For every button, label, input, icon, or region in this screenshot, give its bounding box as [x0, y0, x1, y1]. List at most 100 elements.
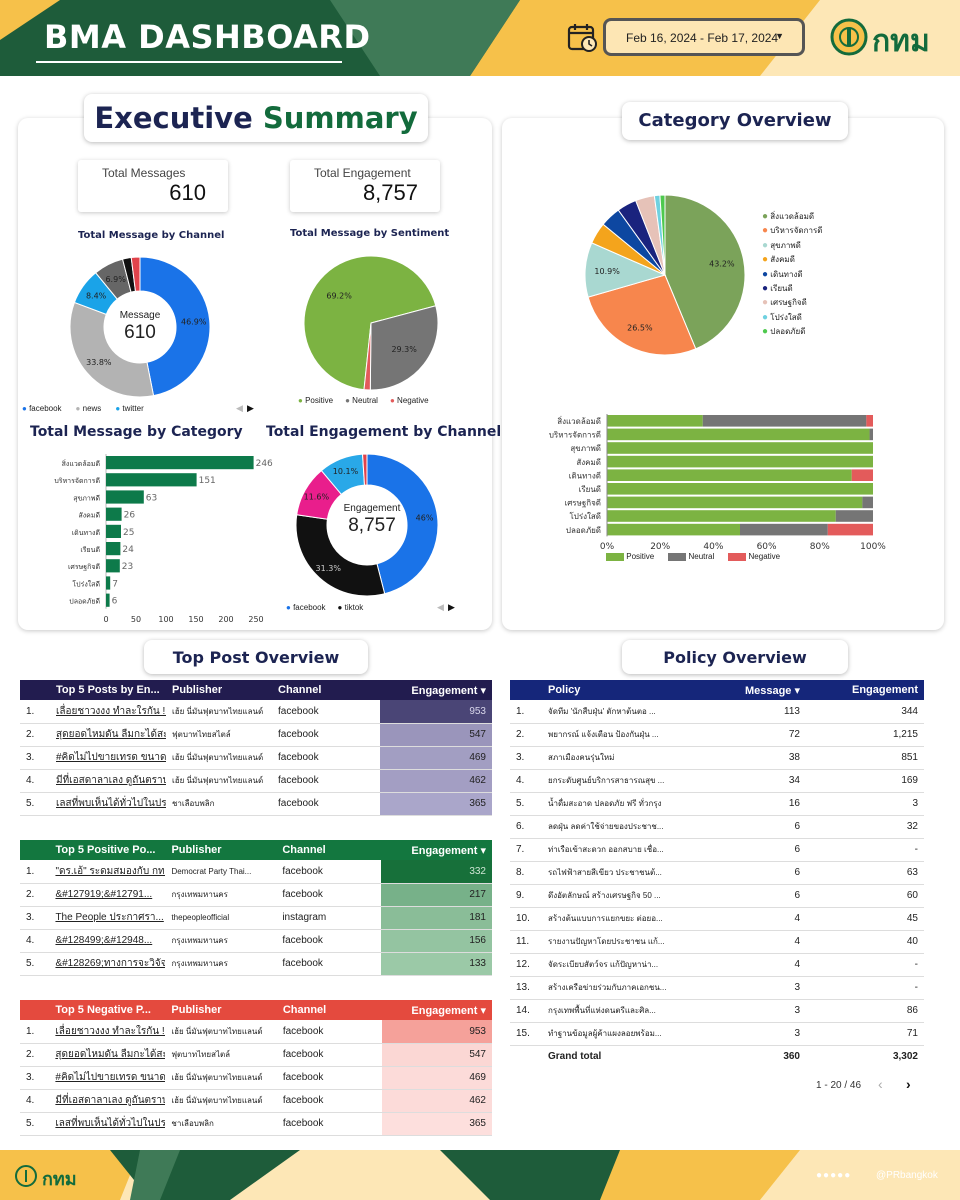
stacked-bar-segment[interactable]: [862, 496, 873, 509]
col-policy[interactable]: Policy: [548, 684, 581, 696]
table-row[interactable]: 14. กรุงเทพพื้นที่แห่งดนตรีและศิล... 3 86: [510, 999, 924, 1023]
table-row[interactable]: 10. สร้างต้นแบบการแยกขยะ ต่อยอ... 4 45: [510, 907, 924, 931]
pie-slice[interactable]: [303, 255, 437, 391]
col-message[interactable]: Message ▾: [744, 684, 800, 697]
stacked-bar-segment[interactable]: [607, 469, 852, 481]
policy-cell[interactable]: สร้างเครือข่ายร่วมกับภาคเอกชน...: [542, 976, 702, 1000]
policy-cell[interactable]: จัดทีม 'นักสืบฝุ่น' ตักหาต้นตอ ...: [542, 700, 702, 724]
policy-cell[interactable]: กรุงเทพพื้นที่แห่งดนตรีและศิล...: [542, 999, 702, 1023]
table-row[interactable]: 8. รถไฟฟ้าสายสีเขียว ประชาชนต้... 6 63: [510, 861, 924, 885]
post-link[interactable]: สุดยอดไหมดัน ลืมกะได้สะพ...: [50, 723, 166, 747]
legend-prev-icon[interactable]: ◀: [437, 602, 444, 612]
stacked-bar-segment[interactable]: [827, 523, 873, 536]
pie-slice[interactable]: [369, 305, 439, 391]
post-link[interactable]: สุดยอดไหมดัน ลืมกะได้สะ...: [49, 1043, 166, 1067]
table-row[interactable]: 2. &#127919;&#12791... กรุงเทพมหานคร facebo…: [20, 883, 492, 907]
stacked-bar-segment[interactable]: [607, 483, 873, 495]
pie-slice[interactable]: [664, 194, 746, 350]
col-channel[interactable]: Channel: [282, 1004, 327, 1016]
pie-slice[interactable]: [366, 453, 439, 595]
post-link[interactable]: The People ประกาศรา...: [49, 906, 166, 930]
policy-cell[interactable]: ลดฝุ่น ลดค่าใช้จ่ายของประชาช...: [542, 815, 702, 839]
date-range-picker[interactable]: Feb 16, 2024 - Feb 17, 2024 ▼: [603, 18, 805, 56]
pie-slice[interactable]: [362, 453, 368, 486]
stacked-bar-segment[interactable]: [869, 428, 873, 441]
post-link[interactable]: #คิดไม่ไปขายเทรด ขนาด...: [49, 1066, 166, 1090]
table-row[interactable]: 12. จัดระเบียบสัตว์จร แก้ปัญหาน่า... 4-: [510, 953, 924, 977]
table-row[interactable]: 11. รายงานปัญหาโดยประชาชน แก้... 4 40: [510, 930, 924, 954]
stacked-bar-segment[interactable]: [607, 510, 836, 522]
policy-cell[interactable]: รายงานปัญหาโดยประชาชน แก้...: [542, 930, 702, 954]
policy-cell[interactable]: ดึงอัตลักษณ์ สร้างเศรษฐกิจ 50 ...: [542, 884, 702, 908]
stacked-bar-segment[interactable]: [607, 455, 873, 468]
col-publisher[interactable]: Publisher: [171, 844, 222, 856]
post-link[interactable]: &#128499;&#12948...: [49, 929, 166, 953]
post-link[interactable]: มีที่เอสดาลาเลง ดูถันตราบ...: [50, 769, 166, 793]
table-row[interactable]: 5. &#128269;ทางการจะวิจัจ... กรุงเทพมหานคร…: [20, 952, 492, 976]
table-row[interactable]: 4. &#128499;&#12948... กรุงเทพมหานคร facebo…: [20, 929, 492, 953]
stacked-bar-segment[interactable]: [740, 523, 828, 536]
stacked-bar-segment[interactable]: [607, 523, 740, 536]
col-engagement[interactable]: Engagement ▾: [411, 844, 486, 857]
col-policy-engagement[interactable]: Engagement: [851, 684, 918, 696]
pie-slice[interactable]: [130, 256, 141, 292]
post-link[interactable]: เลสที่พบเห็นได้ทั่วไปในปร...: [49, 1112, 166, 1136]
post-link[interactable]: เลื่อยชาวงงง ทำละใรกัน !!! ...: [50, 700, 166, 724]
post-link[interactable]: มีที่เอสดาลาเลง ดูถันตราบ...: [49, 1089, 166, 1113]
table-row[interactable]: 4. ยกระดับศูนย์บริการสาธารณสุข ... 34 169: [510, 769, 924, 793]
stacked-bar-segment[interactable]: [607, 428, 870, 441]
table-row[interactable]: 6. ลดฝุ่น ลดค่าใช้จ่ายของประชาช... 6 32: [510, 815, 924, 839]
policy-cell[interactable]: ยกระดับศูนย์บริการสาธารณสุข ...: [542, 769, 702, 793]
policy-cell[interactable]: น้ำดื่มสะอาด ปลอดภัย ฟรี ทั่วกรุง: [542, 792, 702, 816]
table-row[interactable]: 5. น้ำดื่มสะอาด ปลอดภัย ฟรี ทั่วกรุง 16 3: [510, 792, 924, 816]
table-row[interactable]: 1.เลื่อยชาวงงง ทำละใรกัน !!! ...เฮ้ย นี่…: [20, 700, 492, 724]
social-icons[interactable]: ●●●●●: [816, 1170, 851, 1181]
table-row[interactable]: 13. สร้างเครือข่ายร่วมกับภาคเอกชน... 3-: [510, 976, 924, 1000]
stacked-bar-segment[interactable]: [851, 469, 873, 481]
bar[interactable]: [106, 593, 110, 607]
bar[interactable]: [106, 524, 121, 538]
bar[interactable]: [106, 542, 121, 556]
pie-slice[interactable]: [139, 256, 211, 397]
post-link[interactable]: เลสที่พบเห็นได้ทั่วไปในปร...: [50, 792, 166, 816]
table-row[interactable]: 3. The People ประกาศรา... thepeopleofficia…: [20, 906, 492, 930]
bar[interactable]: [106, 576, 111, 590]
table-row[interactable]: 3. #คิดไม่ไปขายเทรด ขนาด... เฮ้ย นี่มันฟุต…: [20, 1066, 492, 1090]
post-link[interactable]: เลื่อยชาวงงง ทำละใรกัน !!!...: [49, 1020, 166, 1044]
table-row[interactable]: 2. สุดยอดไหมดัน ลืมกะได้สะ... ฟุตบาทไทยสไต…: [20, 1043, 492, 1067]
stacked-bar-segment[interactable]: [866, 415, 873, 427]
bar[interactable]: [106, 456, 254, 470]
table-row[interactable]: 1.เลื่อยชาวงงง ทำละใรกัน !!!...เฮ้ย นี่ม…: [20, 1020, 492, 1044]
col-engagement[interactable]: Engagement ▾: [411, 684, 486, 697]
table-row[interactable]: 9. ดึงอัตลักษณ์ สร้างเศรษฐกิจ 50 ... 6 60: [510, 884, 924, 908]
legend-next-icon[interactable]: ▶: [448, 602, 455, 612]
pie-slice[interactable]: [587, 274, 697, 356]
prev-page-icon[interactable]: ‹: [878, 1076, 883, 1092]
legend-next-icon[interactable]: ▶: [247, 403, 254, 413]
col-channel[interactable]: Channel: [282, 844, 326, 856]
bar[interactable]: [106, 507, 122, 521]
table-row[interactable]: 4. มีที่เอสดาลาเลง ดูถันตราบ... เฮ้ย นี่มั…: [20, 769, 492, 793]
col-publisher[interactable]: Publisher: [171, 1004, 222, 1016]
policy-cell[interactable]: สร้างต้นแบบการแยกขยะ ต่อยอ...: [542, 907, 702, 931]
stacked-bar-segment[interactable]: [835, 510, 873, 522]
policy-cell[interactable]: ท่าเรือเข้าสะดวก ออกสบาย เชื่อ...: [542, 838, 702, 862]
table-row[interactable]: 1. จัดทีม 'นักสืบฝุ่น' ตักหาต้นตอ ... 113 3…: [510, 700, 924, 724]
policy-cell[interactable]: รถไฟฟ้าสายสีเขียว ประชาชนต้...: [542, 861, 702, 885]
col-channel[interactable]: Channel: [278, 684, 322, 696]
table-row[interactable]: 5. เลสที่พบเห็นได้ทั่วไปในปร... ชาเลือบพลิ…: [20, 792, 492, 816]
col-engagement[interactable]: Engagement ▾: [411, 1004, 486, 1017]
policy-cell[interactable]: สภาเมืองคนรุ่นใหม่: [542, 746, 702, 770]
table-row[interactable]: 3. สภาเมืองคนรุ่นใหม่ 38 851: [510, 746, 924, 770]
table-row[interactable]: 3.#คิดไม่ไปขายเทรด ขนาดนี้ ...เฮ้ย นี่มั…: [20, 746, 492, 770]
post-link[interactable]: &#128269;ทางการจะวิจัจ...: [49, 952, 166, 976]
legend-prev-icon[interactable]: ◀: [236, 403, 243, 413]
bar[interactable]: [106, 559, 120, 573]
col-top-posts[interactable]: Top 5 Posts by En...: [56, 684, 160, 696]
post-link[interactable]: "ดร.เอ้" ระดมสมองกับ กท...: [49, 860, 166, 884]
stacked-bar-segment[interactable]: [607, 415, 703, 427]
pie-slice[interactable]: [659, 194, 666, 276]
table-row[interactable]: 7. ท่าเรือเข้าสะดวก ออกสบาย เชื่อ... 6-: [510, 838, 924, 862]
pie-slice[interactable]: [69, 301, 155, 398]
col-top-negative[interactable]: Top 5 Negative P...: [55, 1004, 151, 1016]
